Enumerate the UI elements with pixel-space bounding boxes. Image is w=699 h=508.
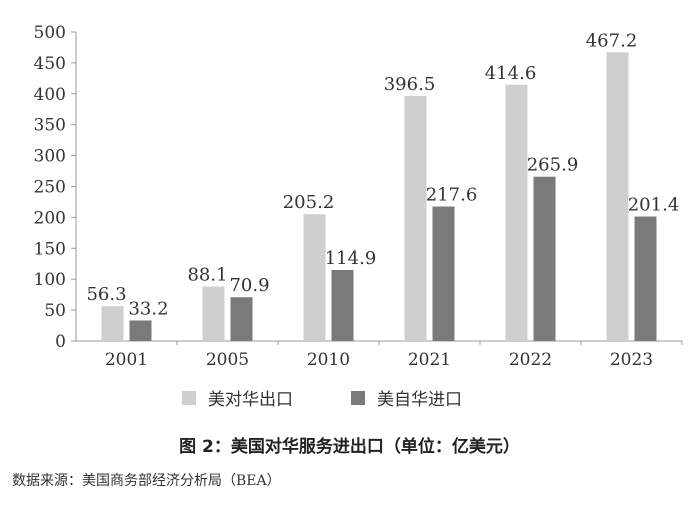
- legend-label-import: 美自华进口: [377, 390, 462, 410]
- data-label-export-2001: 56.3: [86, 284, 126, 305]
- bar-import-2001: [129, 320, 152, 341]
- bar-import-2022: [533, 176, 556, 341]
- data-label-export-2023: 467.2: [586, 30, 638, 51]
- legend-item-import: 美自华进口: [351, 385, 462, 410]
- bar-export-2022: [505, 84, 528, 342]
- y-tick-label-50: 50: [44, 301, 66, 321]
- figure-caption: 图 2：美国对华服务进出口（单位：亿美元）: [179, 437, 520, 457]
- bar-export-2021: [404, 95, 427, 341]
- y-tick-label-400: 400: [34, 85, 66, 105]
- legend-item-export: 美对华出口: [182, 385, 293, 410]
- bar-chart: 0 50 100 150 200 250 300 350 400 450 500 56.333.2 20…: [34, 23, 683, 370]
- source-note: 数据来源：美国商务部经济分析局（BEA）: [12, 473, 281, 489]
- data-label-export-2010: 205.2: [283, 192, 335, 213]
- y-tick-label-450: 450: [34, 54, 66, 74]
- data-label-export-2005: 88.1: [187, 265, 227, 286]
- data-label-export-2022: 414.6: [485, 63, 537, 84]
- bar-export-2023: [606, 52, 629, 342]
- x-tick-label-2005: 2005: [206, 350, 249, 370]
- y-tick-label-200: 200: [34, 208, 66, 228]
- x-tick-label-2023: 2023: [610, 350, 653, 370]
- bar-export-2001: [101, 306, 124, 341]
- bar-import-2021: [432, 206, 455, 341]
- bar-import-2005: [230, 297, 253, 341]
- data-label-import-2021: 217.6: [426, 185, 478, 206]
- x-tick-label-2021: 2021: [408, 350, 451, 370]
- data-label-import-2010: 114.9: [325, 248, 377, 269]
- bar-import-2010: [331, 269, 354, 341]
- legend-label-export: 美对华出口: [208, 390, 293, 410]
- data-label-import-2022: 265.9: [527, 155, 579, 176]
- legend: 美对华出口 美自华进口: [182, 385, 520, 410]
- x-tick-label-2001: 2001: [105, 350, 148, 370]
- data-label-import-2001: 33.2: [128, 298, 168, 319]
- x-tick-label-2022: 2022: [509, 350, 552, 370]
- y-tick-label-350: 350: [34, 116, 66, 136]
- data-label-import-2023: 201.4: [628, 195, 680, 216]
- y-tick-label-300: 300: [34, 147, 66, 167]
- legend-swatch-export: [182, 390, 196, 405]
- data-label-export-2021: 396.5: [384, 74, 436, 95]
- bar-export-2010: [303, 214, 326, 341]
- data-label-import-2005: 70.9: [229, 275, 269, 296]
- legend-swatch-import: [351, 390, 365, 405]
- y-tick-label-150: 150: [34, 239, 66, 259]
- y-tick-label-100: 100: [34, 270, 66, 290]
- bar-export-2005: [202, 286, 225, 341]
- y-tick-label-0: 0: [55, 332, 66, 352]
- y-tick-label-250: 250: [34, 178, 66, 198]
- x-tick-label-2010: 2010: [307, 350, 350, 370]
- bar-import-2023: [634, 216, 657, 341]
- y-tick-label-500: 500: [34, 23, 66, 43]
